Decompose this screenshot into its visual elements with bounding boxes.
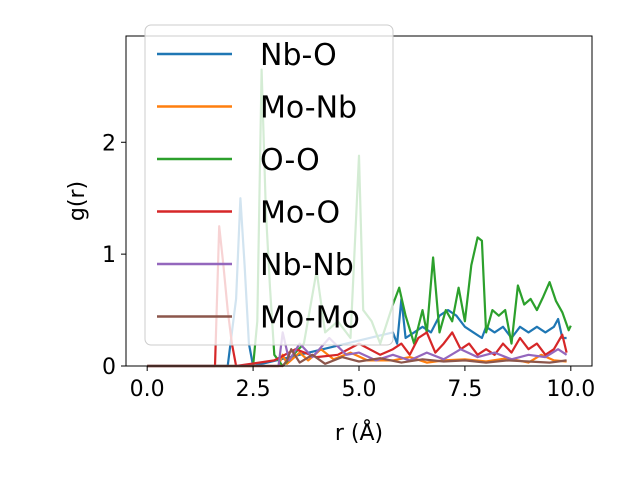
y-tick-label: 0 <box>102 355 116 380</box>
series-line-mo-o <box>147 225 568 368</box>
x-axis-ticks: 0.0 2.5 5.0 7.5 10.0 <box>130 366 595 402</box>
x-tick-label: 5.0 <box>342 377 377 402</box>
legend: Nb-O Mo-Nb O-O Mo-O Nb-Nb Mo-Mo <box>144 24 394 346</box>
legend-label: Nb-O <box>260 38 337 73</box>
x-axis-label: r (Å) <box>335 419 383 446</box>
legend-label: Mo-O <box>260 196 340 231</box>
legend-label: Mo-Mo <box>260 301 360 336</box>
y-axis-ticks: 0 1 2 <box>102 131 126 380</box>
y-tick-label: 2 <box>102 131 116 156</box>
x-tick-label: 7.5 <box>447 377 482 402</box>
legend-label: Nb-Nb <box>260 248 354 283</box>
legend-item-nb-nb: Nb-Nb <box>157 248 354 283</box>
legend-item-o-o: O-O <box>157 143 320 178</box>
legend-item-mo-nb: Mo-Nb <box>157 91 357 126</box>
y-axis-label: g(r) <box>65 181 90 221</box>
series-line-o-o <box>147 68 572 368</box>
series-line-nb-nb <box>147 331 568 368</box>
legend-item-mo-o: Mo-O <box>157 196 340 231</box>
x-tick-label: 0.0 <box>130 377 165 402</box>
legend-item-mo-mo: Mo-Mo <box>157 301 360 336</box>
x-tick-label: 10.0 <box>546 377 595 402</box>
legend-box <box>144 24 394 346</box>
plot-lines <box>147 68 572 368</box>
legend-item-nb-o: Nb-O <box>157 38 337 73</box>
y-tick-label: 1 <box>102 243 116 268</box>
series-line-mo-mo <box>147 348 567 368</box>
series-line-mo-nb <box>147 348 567 368</box>
legend-label: Mo-Nb <box>260 91 357 126</box>
x-tick-label: 2.5 <box>236 377 271 402</box>
legend-label: O-O <box>260 143 320 178</box>
